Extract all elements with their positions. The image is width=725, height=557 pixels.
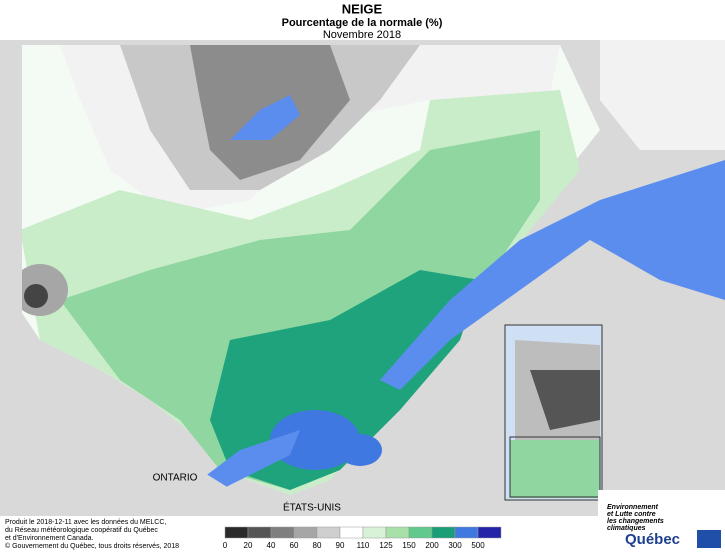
legend-label: 110 — [357, 541, 370, 550]
legend-swatch — [431, 526, 456, 539]
legend-label: 125 — [379, 541, 393, 550]
legend-swatch — [385, 526, 410, 539]
place-label: ÉTATS-UNIS — [283, 501, 341, 514]
credits: Produit le 2018-12-11 avec les données d… — [5, 519, 179, 550]
water — [380, 160, 725, 390]
legend-swatch — [293, 526, 318, 539]
title: NEIGE — [342, 1, 383, 16]
legend-label: 200 — [425, 541, 439, 550]
river — [200, 430, 300, 490]
usa-land — [0, 460, 500, 516]
legend-label: 500 — [471, 541, 485, 550]
logo-line: les changements — [607, 518, 664, 525]
legend-swatch — [362, 526, 387, 539]
legend-label: 80 — [313, 541, 322, 550]
legend: 0 20 40 60 80 90 110 125 150 200 300 500 — [223, 526, 502, 550]
legend-label: 60 — [290, 541, 299, 550]
ontario-land — [0, 40, 22, 516]
credit-line: et d'Environnement Canada. — [5, 535, 94, 542]
logo-flag — [697, 530, 721, 548]
legend-swatch — [477, 526, 502, 539]
lake — [230, 95, 300, 140]
legend-swatch — [270, 526, 295, 539]
inset-frame — [509, 436, 601, 498]
zone-green — [60, 130, 540, 490]
legend-swatch — [224, 526, 249, 539]
map — [0, 40, 725, 552]
zone-blue — [338, 434, 382, 466]
logo-line: et Lutte contre — [607, 511, 656, 518]
inset-dark — [530, 370, 600, 430]
credit-line: © Gouvernement du Québec, tous droits ré… — [5, 542, 179, 550]
logo-name: Québec — [625, 531, 680, 548]
legend-label: 20 — [244, 541, 253, 550]
inset-south — [510, 440, 600, 498]
legend-label: 90 — [336, 541, 345, 550]
legend-swatch — [339, 526, 364, 539]
labrador — [600, 40, 725, 150]
legend-swatch — [247, 526, 272, 539]
legend-label: 300 — [448, 541, 462, 550]
legend-label: 150 — [402, 541, 416, 550]
legend-swatch — [316, 526, 341, 539]
credit-line: du Réseau météorologique coopératif du Q… — [5, 527, 158, 534]
logo-line: climatiques — [607, 525, 646, 532]
place-label: ONTARIO — [153, 473, 198, 484]
credit-line: Produit le 2018-12-11 avec les données d… — [5, 519, 166, 526]
legend-swatch — [454, 526, 479, 539]
zone-dark-spot — [24, 284, 48, 308]
subtitle: Pourcentage de la normale (%) — [282, 17, 443, 29]
zone-blue — [270, 410, 360, 470]
legend-label: 40 — [267, 541, 276, 550]
legend-label: 0 — [223, 541, 228, 550]
logo-line: Environnement — [607, 504, 659, 511]
legend-swatch — [408, 526, 433, 539]
date: Novembre 2018 — [323, 29, 401, 41]
